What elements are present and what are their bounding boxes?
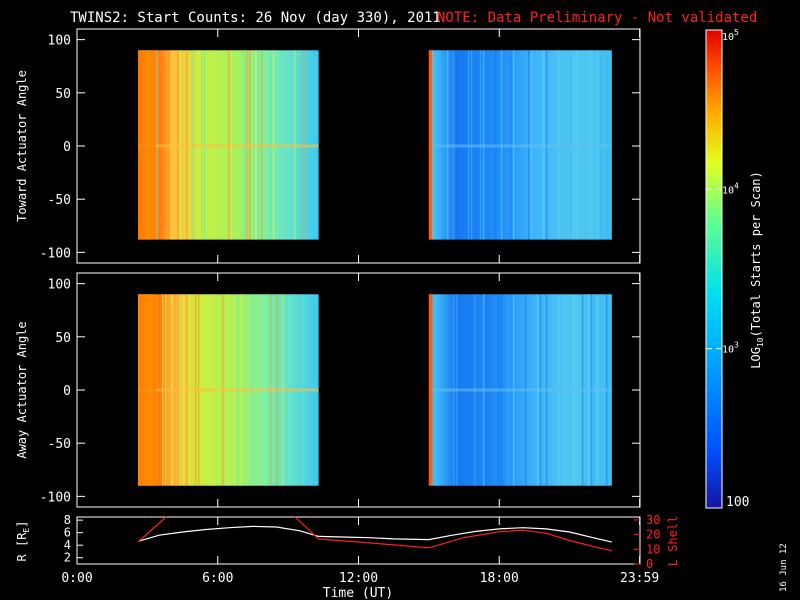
- heatmap-block-toward-1: [137, 50, 319, 240]
- xtick-label: 23:59: [620, 571, 659, 586]
- ytick-label-away: 50: [55, 331, 71, 346]
- heatmap-block-away-1: [137, 294, 319, 486]
- ytick-label-radius: 8: [64, 513, 71, 527]
- colorbar-tick-label: 105: [722, 28, 739, 43]
- ytick-label-away: -50: [48, 437, 71, 452]
- ytick-label-toward: -50: [48, 193, 71, 208]
- ylabel-radius: R [RE]: [15, 521, 31, 562]
- ytick-label-radius: 2: [64, 551, 71, 565]
- ytick-label-away: 0: [63, 384, 71, 399]
- footer-date: 16 Jun 12: [779, 543, 789, 592]
- ylabel-toward: Toward Actuator Angle: [15, 70, 29, 222]
- series-line-l-shell: [137, 516, 613, 552]
- colorbar-tick-label: 103: [722, 341, 739, 356]
- chart-title: TWINS2: Start Counts: 26 Nov (day 330), …: [70, 10, 441, 26]
- ytick-label-away: -100: [40, 490, 71, 505]
- xtick-label: 12:00: [339, 571, 378, 586]
- ytick-label-radius: 4: [64, 538, 71, 552]
- preliminary-note: NOTE: Data Preliminary - Not validated: [437, 10, 757, 26]
- heatmap-block-toward-2: [428, 50, 612, 240]
- ytick-label-toward: 50: [55, 87, 71, 102]
- heatmap-block-away-2: [428, 294, 612, 486]
- colorbar: [705, 29, 723, 509]
- xtick-label: 0:00: [61, 571, 92, 586]
- ylabel-away: Away Actuator Angle: [15, 321, 29, 458]
- ytick-label-lshell: 10: [646, 542, 660, 556]
- ytick-label-toward: 100: [48, 34, 71, 49]
- colorbar-tick-label: 104: [722, 181, 739, 196]
- ytick-label-lshell: 30: [646, 513, 660, 527]
- xlabel-time: Time (UT): [323, 586, 393, 600]
- ytick-label-radius: 6: [64, 526, 71, 540]
- ytick-label-lshell: 20: [646, 528, 660, 542]
- series-line-r: [137, 525, 613, 543]
- ytick-label-toward: 0: [63, 140, 71, 155]
- colorbar-label: LOG10(Total Starts per Scan): [749, 171, 765, 369]
- ytick-label-lshell: 0: [646, 557, 653, 571]
- ytick-label-away: 100: [48, 278, 71, 293]
- ytick-label-toward: -100: [40, 246, 71, 261]
- xtick-label: 18:00: [480, 571, 519, 586]
- colorbar-tick-label: 100: [726, 495, 749, 510]
- ylabel-lshell: L Shell: [666, 516, 680, 567]
- xtick-label: 6:00: [202, 571, 233, 586]
